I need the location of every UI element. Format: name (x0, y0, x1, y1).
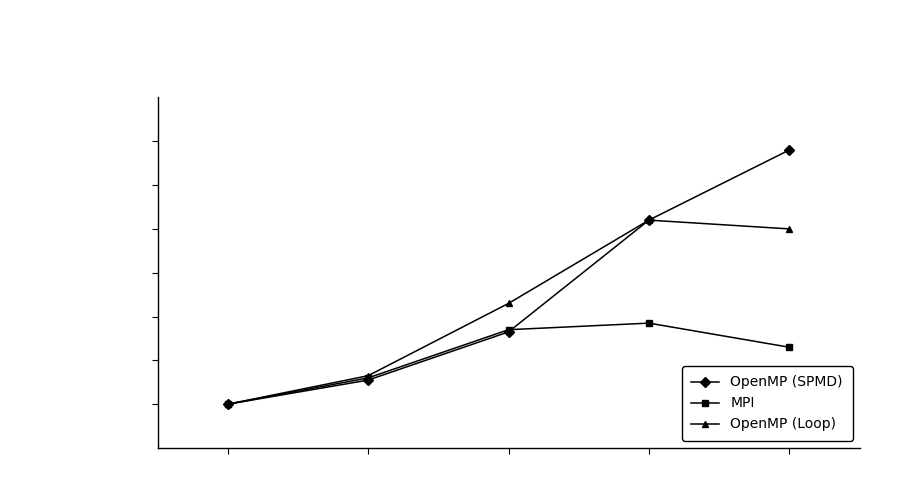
MPI (222, 401, 233, 407)
Line: MPI: MPI (224, 319, 793, 408)
OpenMP (SPMD) (644, 217, 654, 223)
Legend: OpenMP (SPMD), MPI, OpenMP (Loop): OpenMP (SPMD), MPI, OpenMP (Loop) (681, 366, 852, 441)
MPI (503, 327, 514, 333)
OpenMP (SPMD) (222, 401, 233, 407)
OpenMP (Loop) (363, 373, 374, 379)
OpenMP (SPMD) (784, 147, 795, 153)
MPI (644, 320, 654, 326)
Line: OpenMP (Loop): OpenMP (Loop) (224, 217, 793, 408)
OpenMP (SPMD) (503, 329, 514, 335)
OpenMP (SPMD) (363, 377, 374, 383)
MPI (363, 375, 374, 381)
MPI (784, 344, 795, 350)
Line: OpenMP (SPMD): OpenMP (SPMD) (224, 147, 793, 408)
OpenMP (Loop) (644, 217, 654, 223)
OpenMP (Loop) (503, 300, 514, 306)
OpenMP (Loop) (784, 226, 795, 232)
OpenMP (Loop) (222, 401, 233, 407)
